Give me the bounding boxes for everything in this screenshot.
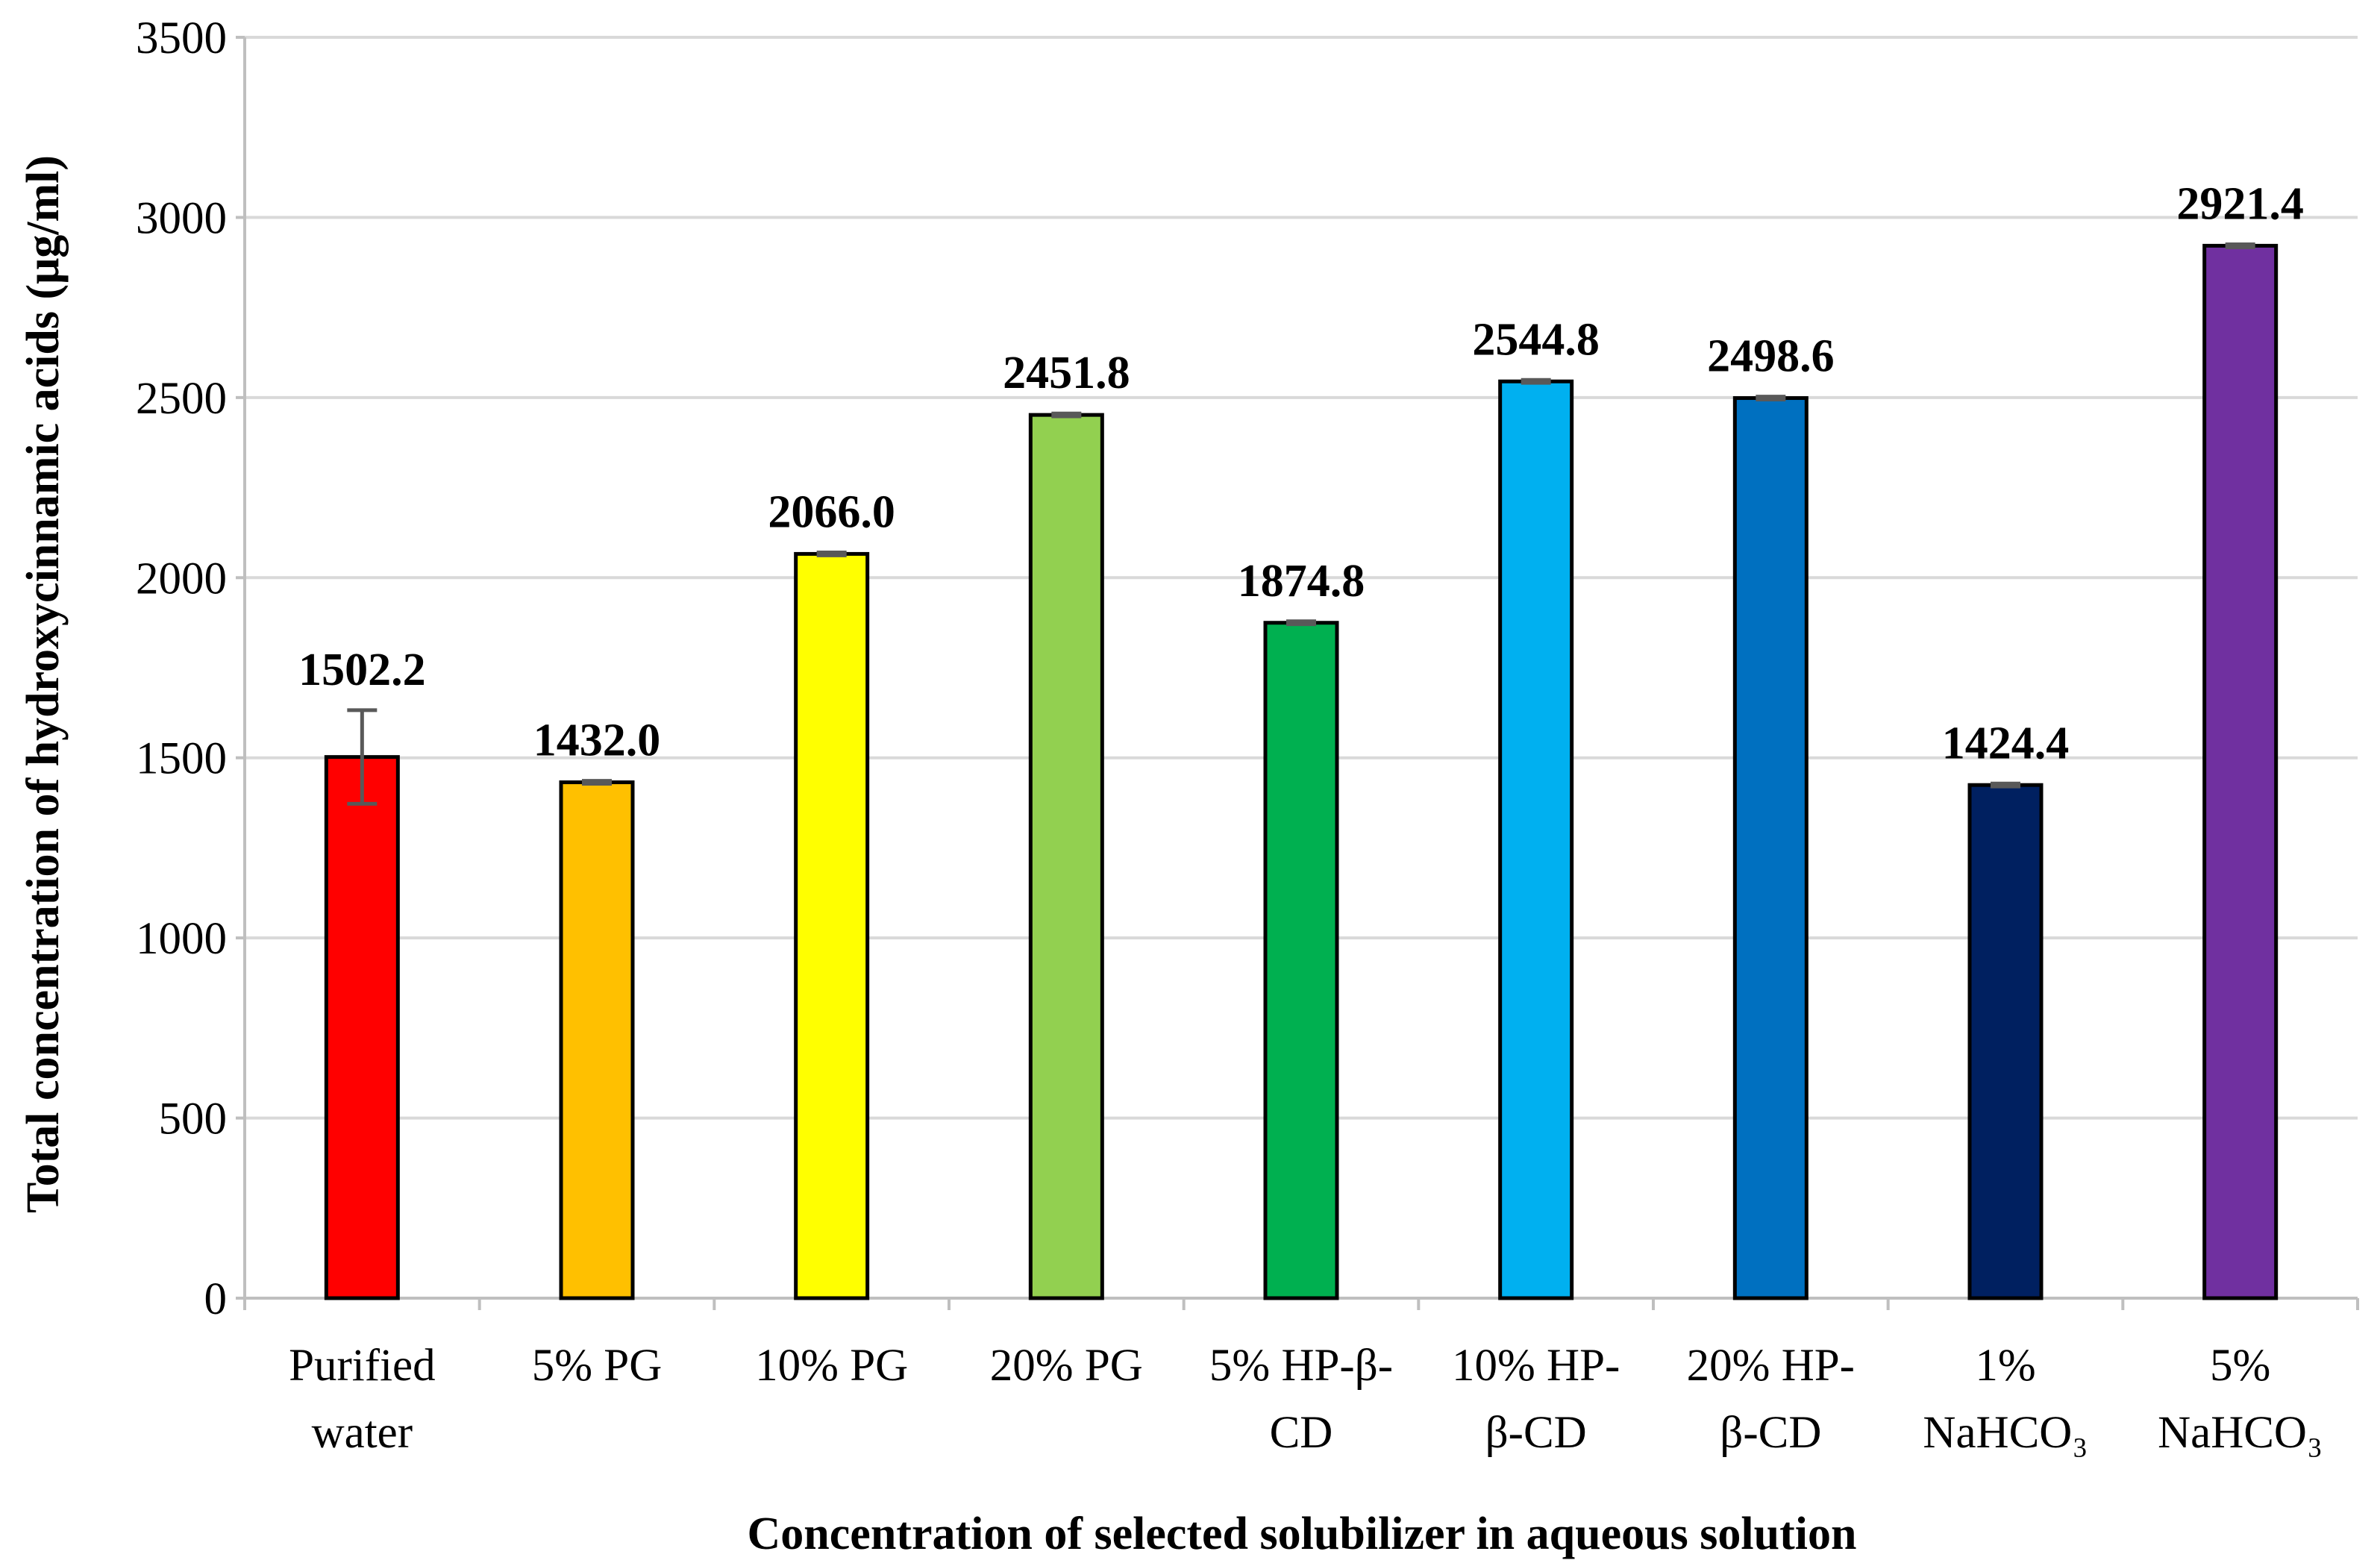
x-tick-label: Purified water bbox=[289, 1341, 436, 1458]
bar bbox=[324, 755, 400, 1300]
bar bbox=[2202, 243, 2279, 1300]
data-label: 1432.0 bbox=[533, 715, 661, 766]
x-axis-title: Concentration of selected solubilizer in… bbox=[748, 1509, 1857, 1559]
error-bar bbox=[1756, 395, 1786, 401]
error-bar bbox=[2225, 242, 2255, 249]
bar bbox=[1732, 396, 1809, 1300]
data-label: 2544.8 bbox=[1472, 314, 1600, 365]
x-tick-label: 10% HP-β-CD bbox=[1452, 1341, 1620, 1458]
error-bar bbox=[1051, 411, 1082, 419]
bar bbox=[1263, 621, 1339, 1300]
y-tick-label: 0 bbox=[204, 1274, 228, 1324]
y-tick-label: 2000 bbox=[136, 554, 227, 604]
error-bar bbox=[1991, 781, 2020, 789]
x-tick-label: 5% NaHCO₃ bbox=[2158, 1341, 2323, 1458]
data-label: 2066.0 bbox=[768, 486, 895, 537]
error-bar bbox=[347, 708, 378, 806]
y-axis-title: Total concentration of hydroxycinnamic a… bbox=[18, 155, 69, 1213]
error-bar bbox=[582, 779, 612, 786]
bar bbox=[559, 780, 635, 1300]
y-tick-label: 3000 bbox=[136, 193, 227, 243]
x-tick-label: 20% HP-β-CD bbox=[1687, 1341, 1855, 1458]
bar bbox=[1028, 413, 1104, 1300]
bars bbox=[324, 243, 2279, 1300]
error-bar bbox=[816, 550, 847, 557]
error-bar bbox=[1286, 619, 1316, 627]
tick-labels: 0 500 1000 1500 2000 2500 3000 3500 Purified wate… bbox=[136, 13, 2323, 1458]
data-label: 2451.8 bbox=[1003, 348, 1130, 398]
x-tick-label: 10% PG bbox=[755, 1341, 908, 1391]
data-labels: 1502.2 1432.0 2066.0 2451.8 1874.8 2544.8 2498… bbox=[298, 178, 2304, 768]
x-tick-label: 5% PG bbox=[532, 1341, 663, 1391]
y-tick-label: 2500 bbox=[136, 374, 227, 424]
data-label: 2921.4 bbox=[2176, 178, 2304, 229]
x-tick-label: 1% NaHCO₃ bbox=[1923, 1341, 2088, 1458]
bar bbox=[794, 551, 870, 1300]
error-bars bbox=[347, 242, 2255, 806]
data-label: 1502.2 bbox=[298, 645, 426, 695]
data-label: 1424.4 bbox=[1942, 718, 2070, 768]
error-bar bbox=[1521, 378, 1551, 385]
y-tick-label: 1000 bbox=[136, 914, 227, 964]
data-label: 2498.6 bbox=[1707, 331, 1835, 382]
x-tick-label: 20% PG bbox=[990, 1341, 1143, 1391]
y-tick-label: 3500 bbox=[136, 13, 227, 63]
data-label: 1874.8 bbox=[1238, 556, 1365, 607]
y-tick-label: 1500 bbox=[136, 734, 227, 784]
x-tick-label: 5% HP-β-CD bbox=[1209, 1341, 1393, 1458]
bar bbox=[1967, 783, 2044, 1300]
bar bbox=[1498, 379, 1574, 1300]
y-tick-label: 500 bbox=[159, 1094, 228, 1144]
